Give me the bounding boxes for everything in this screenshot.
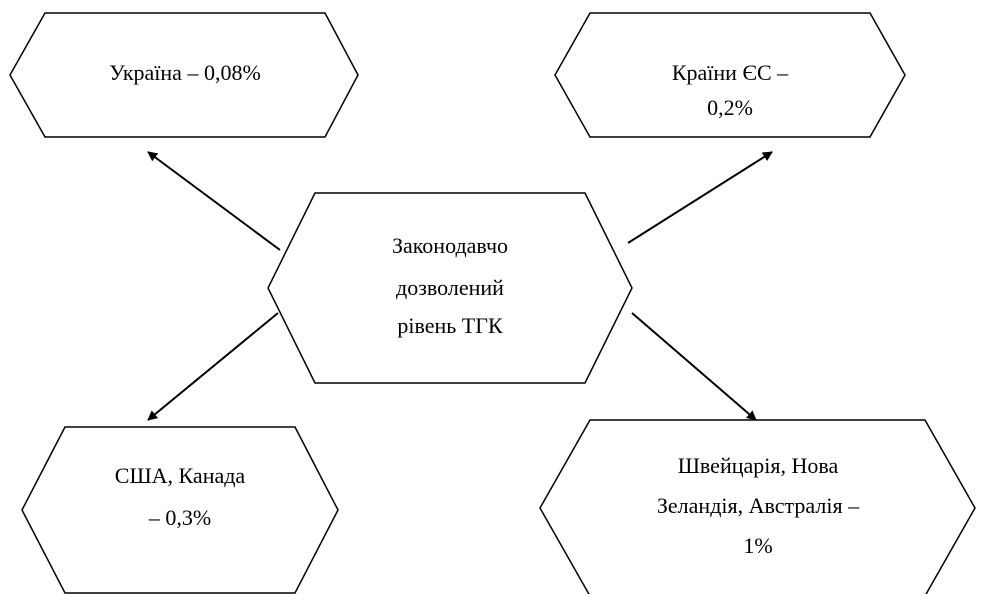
hexagon bbox=[554, 12, 906, 138]
node-label: рівень ТГК bbox=[397, 313, 503, 338]
hexagon bbox=[9, 12, 359, 138]
hexagon bbox=[267, 192, 633, 384]
node-label: Країни ЄС – bbox=[672, 60, 789, 85]
node-label: США, Канада bbox=[115, 463, 246, 488]
node-label: дозволений bbox=[396, 275, 504, 300]
arrow bbox=[147, 312, 279, 421]
arrow bbox=[631, 312, 757, 421]
node-label: Швейцарія, Нова bbox=[678, 453, 839, 478]
node-label: – 0,3% bbox=[148, 505, 211, 530]
node-label: 1% bbox=[743, 533, 772, 558]
node-label: Законодавчо bbox=[392, 233, 508, 258]
node-label: Україна – 0,08% bbox=[109, 60, 261, 85]
hexagon bbox=[21, 426, 339, 594]
node-label: 0,2% bbox=[707, 95, 753, 120]
node-label: Зеландія, Австралія – bbox=[657, 493, 860, 518]
arrow bbox=[147, 151, 281, 251]
labels: Законодавчо дозволений рівень ТГК Україна –… bbox=[109, 60, 860, 558]
arrow bbox=[627, 151, 773, 244]
hexagon bbox=[539, 419, 976, 594]
